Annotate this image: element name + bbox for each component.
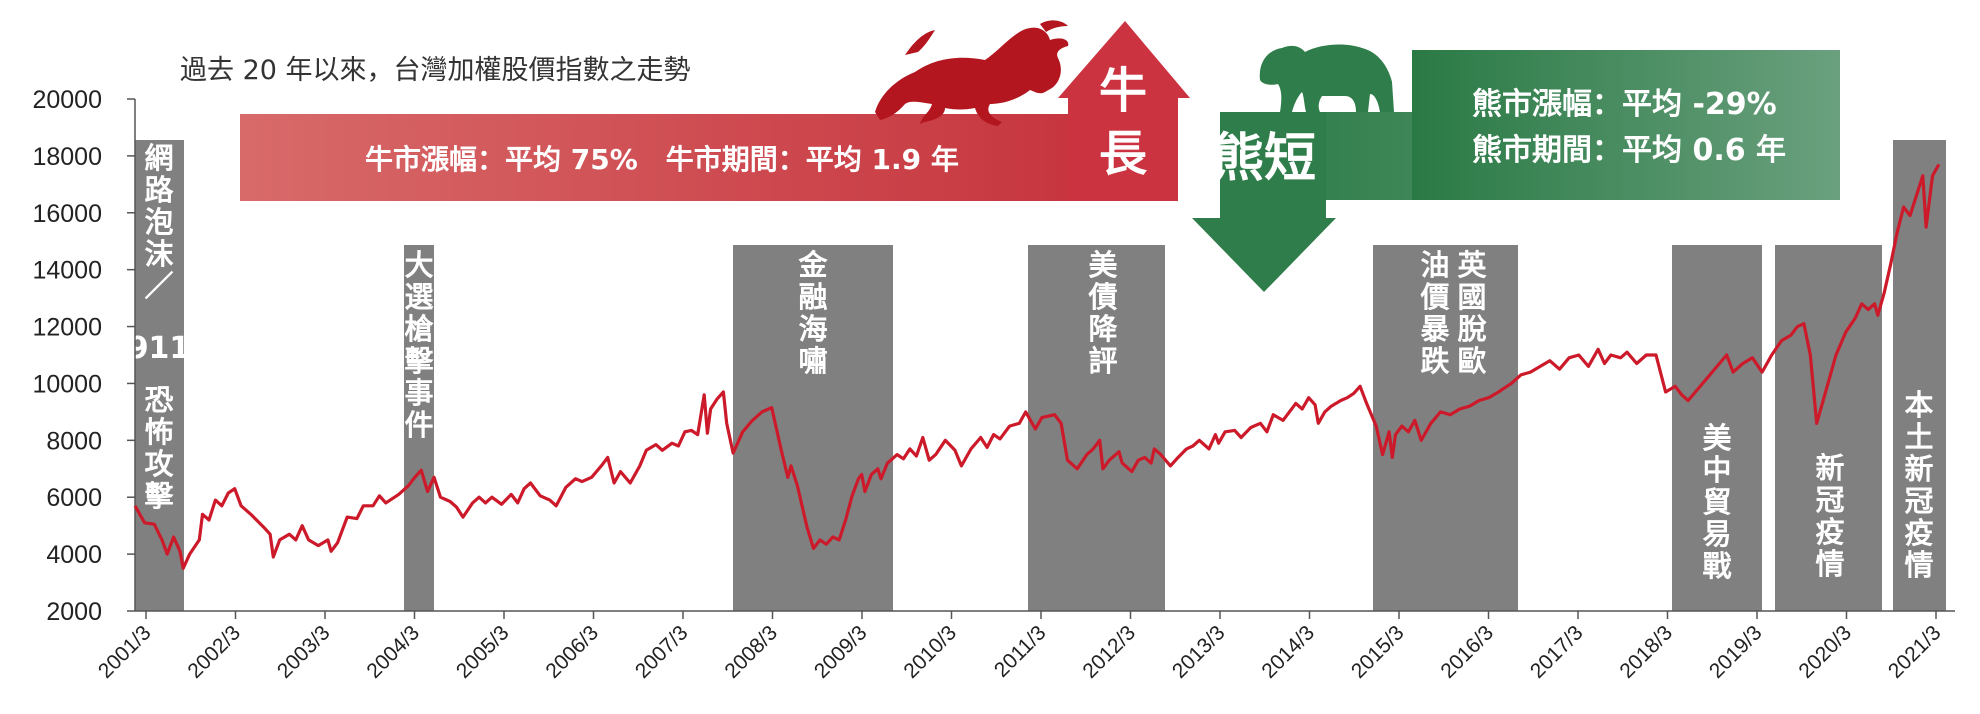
- bear-banner: 熊短 熊市漲幅：平均 -29% 熊市期間：平均 0.6 年: [1192, 44, 1840, 292]
- x-tick-label: 2010/3: [899, 621, 961, 683]
- event-band: [1672, 245, 1762, 611]
- bear-stats-line1: 熊市漲幅：平均 -29%: [1472, 87, 1777, 122]
- y-tick-label: 18000: [32, 143, 102, 171]
- event-label: 英國脫歐: [1457, 248, 1487, 378]
- y-tick-label: 10000: [32, 370, 102, 398]
- x-tick-label: 2017/3: [1526, 621, 1588, 683]
- bull-stats: 牛市漲幅：平均 75% 牛市期間：平均 1.9 年: [365, 143, 959, 176]
- y-ticks: 2000 4000 6000 8000 10000 12000 14000 16000 1800…: [32, 86, 135, 626]
- event-label: 恐怖攻擊: [144, 383, 174, 513]
- event-label: 本土新冠疫情: [1904, 388, 1933, 582]
- event-label: 911: [128, 331, 191, 366]
- event-band: [733, 245, 893, 611]
- bear-stats-box: [1412, 50, 1840, 200]
- event-label: 美債降評: [1087, 248, 1118, 378]
- y-tick-label: 8000: [46, 427, 102, 455]
- bear-big-text: 熊短: [1212, 129, 1316, 189]
- bull-icon: [875, 20, 1069, 127]
- event-label: 大選槍擊事件: [404, 248, 434, 442]
- x-tick-label: 2015/3: [1347, 621, 1409, 683]
- chart-title: 過去 20 年以來，台灣加權股價指數之走勢: [180, 55, 691, 86]
- event-label: 網路泡沫／: [144, 141, 174, 303]
- x-tick-label: 2016/3: [1436, 621, 1498, 683]
- event-band: [404, 245, 434, 611]
- bull-big-text-2: 長: [1099, 126, 1148, 182]
- y-tick-label: 4000: [46, 541, 102, 569]
- x-tick-label: 2019/3: [1705, 621, 1767, 683]
- x-tick-label: 2003/3: [273, 621, 335, 683]
- x-tick-label: 2012/3: [1078, 621, 1140, 683]
- series-line: [133, 163, 1941, 570]
- x-tick-label: 2007/3: [631, 621, 693, 683]
- x-tick-label: 2008/3: [720, 621, 782, 683]
- event-band: [1028, 245, 1165, 611]
- event-label: 新冠疫情: [1815, 451, 1844, 581]
- x-tick-label: 2009/3: [810, 621, 872, 683]
- event-band: [1373, 245, 1518, 611]
- bear-stats-line2: 熊市期間：平均 0.6 年: [1472, 133, 1786, 168]
- bull-big-text-1: 牛: [1099, 63, 1147, 119]
- axes: [134, 99, 1955, 612]
- y-tick-label: 6000: [46, 484, 102, 512]
- x-tick-label: 2014/3: [1257, 621, 1319, 683]
- x-tick-label: 2006/3: [541, 621, 603, 683]
- x-tick-label: 2020/3: [1794, 621, 1856, 683]
- bear-arrow: [1192, 112, 1336, 292]
- y-tick-label: 2000: [46, 598, 102, 626]
- event-label: 美中貿易戰: [1702, 421, 1731, 583]
- x-tick-label: 2005/3: [452, 621, 514, 683]
- bull-arrow: [1058, 21, 1190, 201]
- x-tick-label: 2001/3: [94, 621, 156, 683]
- x-tick-label: 2018/3: [1615, 621, 1677, 683]
- x-tick-label: 2002/3: [183, 621, 245, 683]
- bull-banner-bar: [240, 114, 1162, 201]
- x-tick-label: 2011/3: [990, 621, 1051, 682]
- bear-icon: [1259, 44, 1394, 112]
- x-tick-label: 2021/3: [1884, 621, 1946, 683]
- y-tick-label: 20000: [32, 86, 102, 114]
- event-label: 油價暴跌: [1419, 248, 1450, 378]
- bull-banner: 牛 長 牛市漲幅：平均 75% 牛市期間：平均 1.9 年: [240, 20, 1190, 201]
- y-tick-label: 16000: [32, 200, 102, 228]
- x-ticks: 2001/3 2002/3 2003/3 2004/3 2005/3 2006/3 2007…: [94, 611, 1946, 683]
- y-tick-label: 12000: [32, 314, 102, 342]
- event-label: 金融海嘯: [797, 248, 828, 378]
- x-tick-label: 2013/3: [1168, 621, 1230, 683]
- y-tick-label: 14000: [32, 257, 102, 285]
- x-tick-label: 2004/3: [362, 621, 424, 683]
